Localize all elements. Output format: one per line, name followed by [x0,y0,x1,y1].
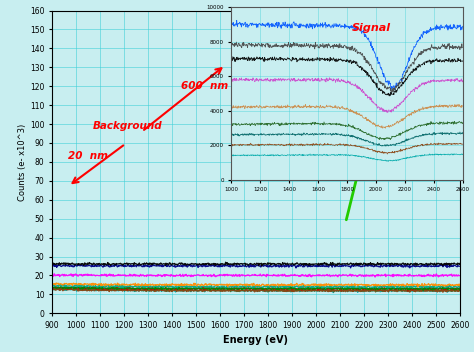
Text: 600  nm: 600 nm [181,81,228,91]
X-axis label: Energy (eV): Energy (eV) [223,335,289,345]
Text: Signal: Signal [352,23,391,33]
Text: Background: Background [93,121,163,131]
Text: 20  nm: 20 nm [68,151,109,161]
Y-axis label: Counts (e- x10^3): Counts (e- x10^3) [18,123,27,201]
